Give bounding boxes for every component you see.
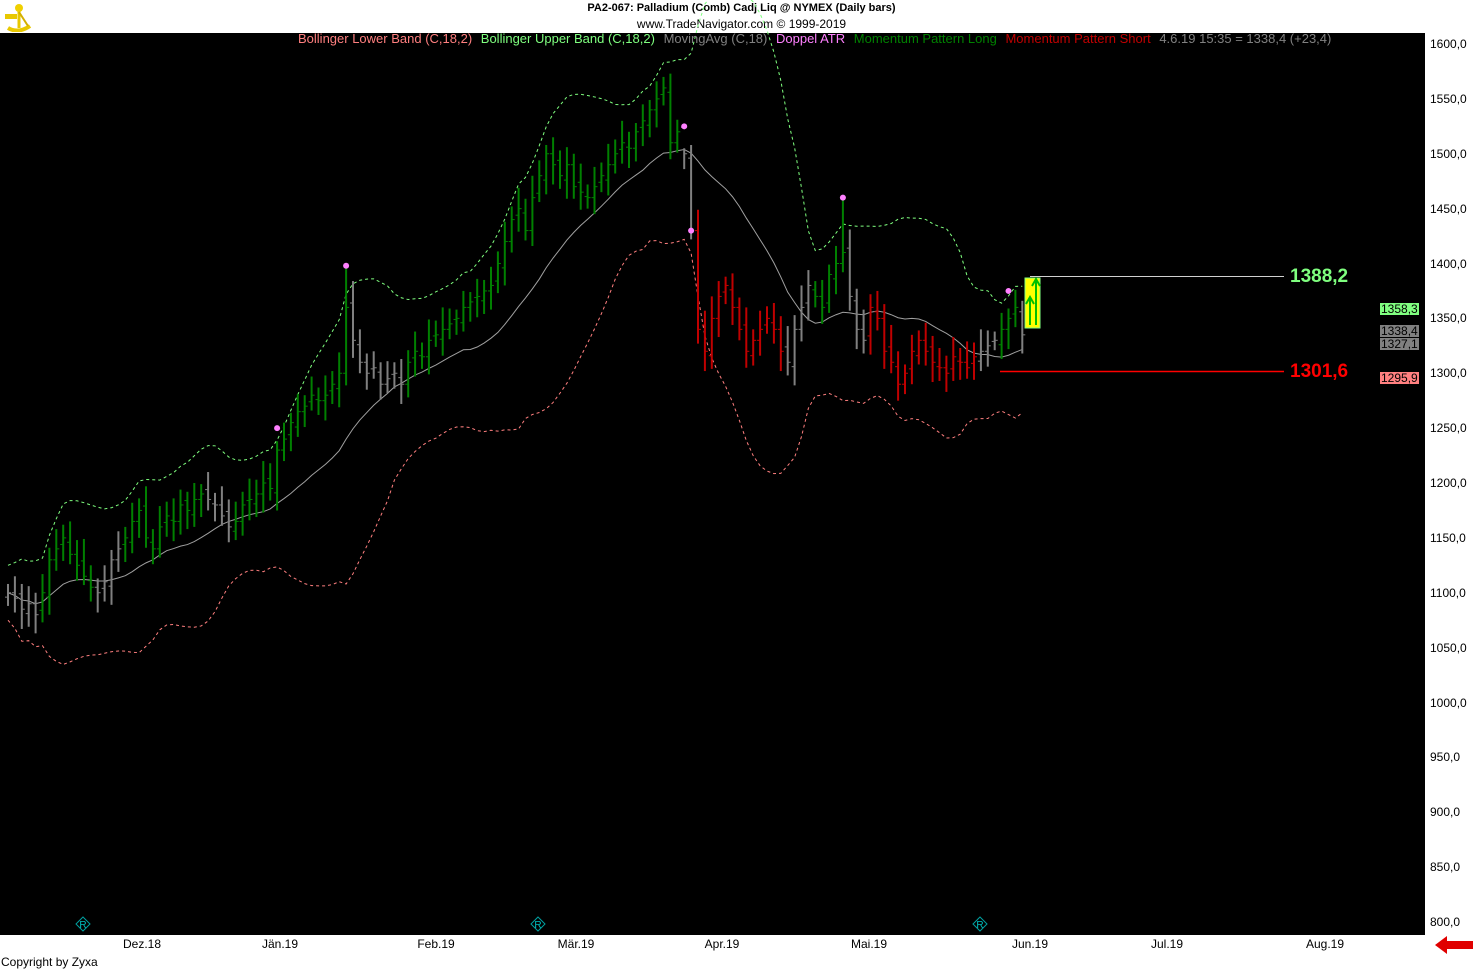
price-tag: 1295,9 (1380, 371, 1419, 385)
chart-header: PA2-067: Palladium (Comb) Cadj Liq @ NYM… (0, 0, 1483, 33)
date-axis[interactable]: Dez.18 Jän.19 Feb.19 Mär.19 Apr.19 Mai.19 Jun.… (0, 935, 1425, 954)
event-marker-icon (75, 916, 91, 932)
moving-average-line (7, 148, 1023, 605)
x-tick-label: Aug.19 (1305, 937, 1345, 951)
legend: Bollinger Lower Band (C,18,2) Bollinger … (298, 31, 1336, 47)
x-tick-label: Mär.19 (557, 937, 595, 951)
x-tick-label: Dez.18 (122, 937, 162, 951)
plot-area[interactable] (0, 33, 1425, 935)
y-tick-label: 850,0 (1430, 860, 1461, 875)
bollinger-lower-band (7, 238, 1023, 665)
price-tags: 1358,3 1338,4 1327,1 1295,9 (1380, 0, 1425, 935)
legend-bollinger-upper: Bollinger Upper Band (C,18,2) (480, 31, 655, 46)
x-tick-label: Mai.19 (850, 937, 888, 951)
y-tick-label: 900,0 (1430, 805, 1461, 820)
chart-title: PA2-067: Palladium (Comb) Cadj Liq @ NYM… (587, 2, 896, 14)
x-tick-label: Jul.19 (1150, 937, 1184, 951)
y-tick-label: 1100,0 (1430, 585, 1466, 600)
y-tick-label: 1450,0 (1430, 201, 1467, 216)
bollinger-upper-band (7, 0, 1023, 566)
price-tag: 1338,4 (1380, 324, 1419, 338)
arrow-up-icon (1031, 276, 1041, 325)
y-tick-label: 1250,0 (1430, 421, 1467, 436)
y-tick-label: 950,0 (1430, 750, 1461, 765)
y-tick-label: 1550,0 (1430, 91, 1467, 106)
level-label-lower: 1301,6 (1290, 361, 1349, 382)
y-tick-label: 1200,0 (1430, 476, 1467, 490)
y-tick-label: 1350,0 (1430, 311, 1467, 326)
arrow-up-icon (1025, 294, 1035, 325)
doppel-atr-dot (274, 425, 281, 432)
y-tick-label: 1150,0 (1430, 530, 1466, 545)
x-tick-label: Jän.19 (261, 937, 299, 951)
price-axis[interactable]: 1600,0 1550,0 1500,0 1450,0 1400,0 1350,0 1300… (1425, 33, 1483, 935)
y-tick-label: 1300,0 (1430, 366, 1467, 381)
doppel-atr-dot (681, 123, 688, 130)
doppel-atr-dot (343, 262, 350, 269)
event-marker-icon (530, 916, 546, 932)
legend-momentum-short: Momentum Pattern Short (1005, 31, 1151, 46)
sextant-logo-icon (5, 4, 32, 32)
y-tick-label: 1000,0 (1430, 695, 1467, 710)
price-tag: 1358,3 (1380, 302, 1419, 316)
legend-momentum-long: Momentum Pattern Long (853, 31, 997, 46)
y-tick-label: 1600,0 (1430, 37, 1467, 51)
x-tick-label: Feb.19 (417, 937, 455, 951)
doppel-atr-dot (839, 194, 846, 201)
legend-bollinger-lower: Bollinger Lower Band (C,18,2) (298, 31, 473, 46)
price-tag: 1327,1 (1380, 337, 1419, 351)
event-marker-label: R (79, 920, 86, 931)
event-marker-label: R (976, 920, 983, 931)
event-marker-label: R (534, 920, 541, 931)
x-tick-label: Jun.19 (1011, 937, 1049, 951)
level-label-upper: 1388,2 (1290, 266, 1349, 287)
x-tick-label: Apr.19 (704, 937, 740, 951)
chart-subtitle: www.TradeNavigator.com © 1999-2019 (636, 17, 847, 31)
doppel-atr-dot (688, 227, 695, 234)
legend-last-quote: 4.6.19 15:35 = 1338,4 (+23,4) (1159, 31, 1332, 46)
doppel-atr-dot (1005, 287, 1012, 294)
y-tick-label: 1400,0 (1430, 256, 1467, 271)
scroll-left-arrow-icon[interactable] (1435, 936, 1475, 954)
y-tick-label: 800,0 (1430, 915, 1461, 929)
legend-moving-avg: MovingAvg (C,18) (663, 31, 768, 46)
legend-doppel-atr: Doppel ATR (776, 31, 846, 46)
y-tick-label: 1050,0 (1430, 640, 1467, 655)
copyright: Copyright by Zyxa (1, 955, 98, 969)
y-tick-label: 1500,0 (1430, 146, 1467, 161)
event-marker-icon (972, 916, 988, 932)
